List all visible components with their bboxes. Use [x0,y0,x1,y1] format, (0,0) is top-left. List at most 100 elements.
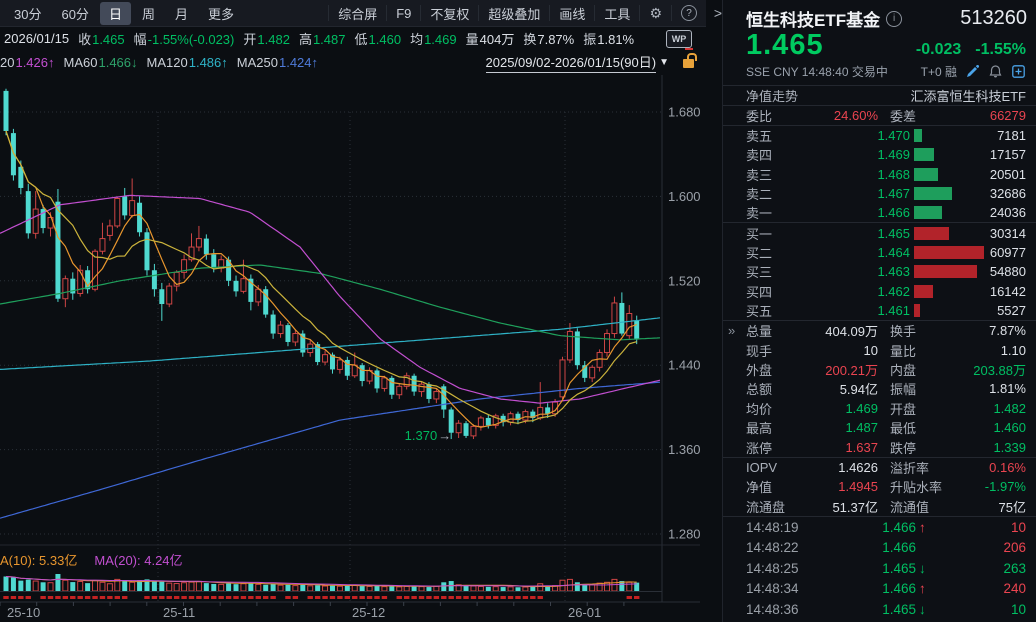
vol-ma20-line [5,576,637,587]
marker-dash [10,596,17,599]
edit-pencil-icon[interactable] [965,64,980,79]
stat-value: -1.97% [984,479,1026,495]
gear-icon[interactable]: ⚙ [639,5,671,21]
period-tab-月[interactable]: 月 [174,6,188,22]
ask-row[interactable]: 卖二 1.467 32686 [723,184,1036,203]
book-volume: 17157 [989,147,1026,163]
ask-row[interactable]: 卖三 1.468 20501 [723,165,1036,184]
wp-window-icon[interactable]: WP [666,30,693,50]
toolbar-tools: 综合屏 F9 不复权 超级叠加 画线 工具 ⚙? [328,0,706,26]
info-label: 低 [354,32,368,47]
marker-dash [144,596,150,599]
ma-item-3: MA2501.424↑ [237,55,318,70]
ma5-line [5,130,637,428]
ask-row[interactable]: 卖四 1.469 17157 [723,145,1036,164]
info-value: 1.469 [424,32,457,47]
tool-F9[interactable]: F9 [386,5,420,21]
bid-row[interactable]: 买三 1.463 54880 [723,262,1036,281]
stat-label: IOPV [746,459,778,475]
period-tab-日[interactable]: 日 [99,1,131,25]
expand-icon[interactable]: » [728,323,736,339]
info-item-0: 2026/01/15 [3,31,69,46]
book-volume-bar [914,303,986,318]
book-price: 1.466 [877,205,910,221]
tool-画线[interactable]: 画线 [549,5,594,22]
bid-row[interactable]: 买一 1.465 30314 [723,223,1036,242]
x-axis-label: 25-12 [352,605,385,620]
book-volume-bar [914,226,986,241]
nav-tab-row[interactable]: 净值走势 汇添富恒生科技ETF [723,86,1036,105]
marker-dash [418,596,425,599]
help-icon[interactable]: ? [671,5,706,21]
stat-label: 总额 [746,382,773,398]
weibi-value: 24.60% [833,108,878,123]
stat-value: 1.81% [989,381,1026,397]
panel-collapse-icon[interactable]: > [713,5,723,21]
tool-不复权[interactable]: 不复权 [420,5,478,22]
stat-value: 10 [863,342,878,358]
marker-dash [203,596,210,599]
stat-label: 跌停 [890,440,917,456]
stat-value: 1.10 [1000,342,1026,358]
stat-row: 流通盘 51.37亿 流通值 75亿 [723,496,1036,515]
marker-dash [40,596,46,599]
lock-icon[interactable] [683,52,697,68]
tool-综合屏[interactable]: 综合屏 [328,5,386,22]
stat-row: 外盘 200.21万 内盘 203.88万 [723,360,1036,379]
ask-row[interactable]: 卖五 1.470 7181 [723,126,1036,145]
ma-value: 1.426↑ [15,54,55,70]
marker-dash [441,596,447,599]
ma250-line [0,381,661,519]
tick-time: 14:48:36 [746,602,799,618]
alert-bell-icon[interactable] [988,64,1003,79]
stat-value: 1.4626 [838,459,878,475]
marker-dash [359,596,365,599]
volume-bar-fill [914,265,977,279]
book-volume-bar [914,264,986,279]
total-volume: 404.09万 [825,324,878,340]
book-price: 1.470 [877,128,910,144]
stat-row: 总额 5.94亿 振幅 1.81% [723,379,1036,398]
book-level-label: 买二 [746,245,773,261]
kline-chart[interactable]: 1.680 1.600 1.520 1.440 1.360 1.280 1.370 → A(10… [0,75,700,622]
ma-label: MA250 [236,54,278,70]
stat-value: 51.37亿 [832,499,878,515]
period-tab-30分[interactable]: 30分 [14,6,42,22]
info-item-8: 换7.87% [523,29,574,48]
toolbar: 30分 60分日周 月 更多 综合屏 F9 不复权 超级叠加 画线 工具 ⚙? [0,0,706,27]
add-plus-icon[interactable] [1011,64,1026,79]
period-tab-更多[interactable]: 更多 [207,6,234,22]
info-value: -1.55%(-0.023) [147,32,235,47]
tool-超级叠加[interactable]: 超级叠加 [478,5,549,22]
book-level-label: 买一 [746,226,773,242]
book-level-label: 卖二 [746,187,773,203]
tool-工具[interactable]: 工具 [594,5,639,22]
tick-direction-icon: ↓ [919,560,926,576]
trade-rules: T+0 融 [920,65,957,79]
book-level-label: 卖五 [746,129,773,145]
marker-dash [530,596,536,599]
marker-dash [626,596,632,599]
marker-dash [263,596,269,599]
marker-dash [107,596,113,599]
book-volume: 16142 [989,283,1026,299]
bid-row[interactable]: 买四 1.462 16142 [723,281,1036,300]
marker-dash [314,596,321,599]
book-volume: 7181 [997,128,1026,144]
stat-label: 流通值 [890,499,930,515]
period-tab-60分[interactable]: 60分 [61,6,89,22]
period-tab-周[interactable]: 周 [141,6,155,22]
marker-dash [255,596,261,599]
tick-price: 1.466 [882,540,916,556]
info-circle-icon[interactable]: i [886,10,903,27]
ask-row[interactable]: 卖一 1.466 24036 [723,203,1036,222]
marker-dash [99,596,106,599]
bid-row[interactable]: 买二 1.464 60977 [723,243,1036,262]
volume-ma-label: MA(20): 4.24亿 [94,553,182,568]
bid-row[interactable]: 买五 1.461 5527 [723,301,1036,320]
date-range-selector[interactable]: 2025/09/02-2026/01/15(90日) ▼ [485,52,669,73]
info-label: 收 [78,32,92,47]
tick-direction-icon: ↑ [919,581,926,597]
stats-block-a: 现手 10 量比 1.10 外盘 200.21万 内盘 203.88万 总额 5.94亿 振幅 1.8… [723,340,1036,456]
stat-row: IOPV 1.4626 溢折率 0.16% [723,458,1036,477]
